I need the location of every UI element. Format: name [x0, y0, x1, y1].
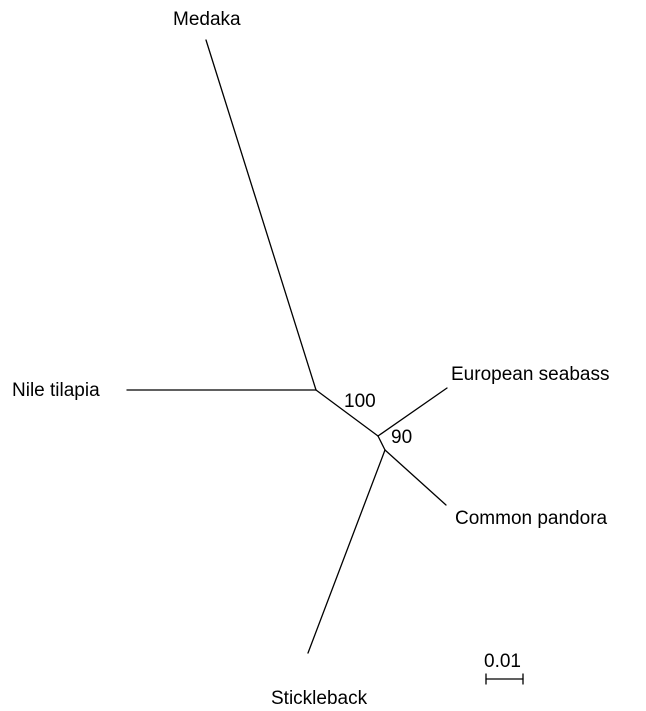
- branch-stickleback: [307, 449, 386, 654]
- taxon-label-medaka: Medaka: [173, 9, 241, 30]
- scale-bar: [485, 673, 524, 685]
- branch-seabass-pandora-stem: [377, 435, 386, 451]
- taxon-label-common-pandora: Common pandora: [455, 508, 608, 529]
- support-value-seabass-pandora: 90: [391, 427, 412, 448]
- branch-european-seabass: [377, 387, 448, 437]
- taxon-label-european-seabass: European seabass: [451, 364, 609, 385]
- branch-common-pandora: [384, 449, 447, 506]
- branch-medaka: [205, 39, 317, 391]
- support-value-internal: 100: [344, 391, 376, 412]
- taxon-label-nile-tilapia: Nile tilapia: [12, 380, 100, 401]
- taxon-label-stickleback: Stickleback: [271, 688, 368, 709]
- scale-bar-label: 0.01: [484, 651, 521, 672]
- branch-internal: [315, 389, 379, 437]
